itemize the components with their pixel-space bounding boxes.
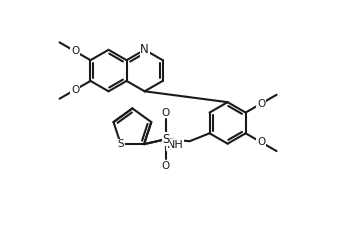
Text: S: S xyxy=(162,133,170,146)
Text: O: O xyxy=(162,108,170,117)
Text: O: O xyxy=(71,85,79,95)
Text: N: N xyxy=(140,43,149,56)
Text: O: O xyxy=(257,99,265,109)
Text: O: O xyxy=(71,46,79,56)
Text: S: S xyxy=(118,139,124,149)
Text: O: O xyxy=(257,137,265,147)
Text: O: O xyxy=(162,161,170,171)
Text: NH: NH xyxy=(167,140,184,150)
